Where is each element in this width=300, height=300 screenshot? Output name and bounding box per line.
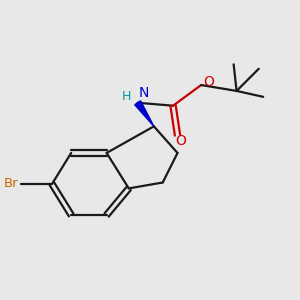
Text: H: H <box>122 90 131 103</box>
Text: N: N <box>139 86 149 100</box>
Polygon shape <box>135 101 154 126</box>
Text: O: O <box>175 134 186 148</box>
Text: Br: Br <box>4 178 19 190</box>
Text: O: O <box>203 75 214 89</box>
